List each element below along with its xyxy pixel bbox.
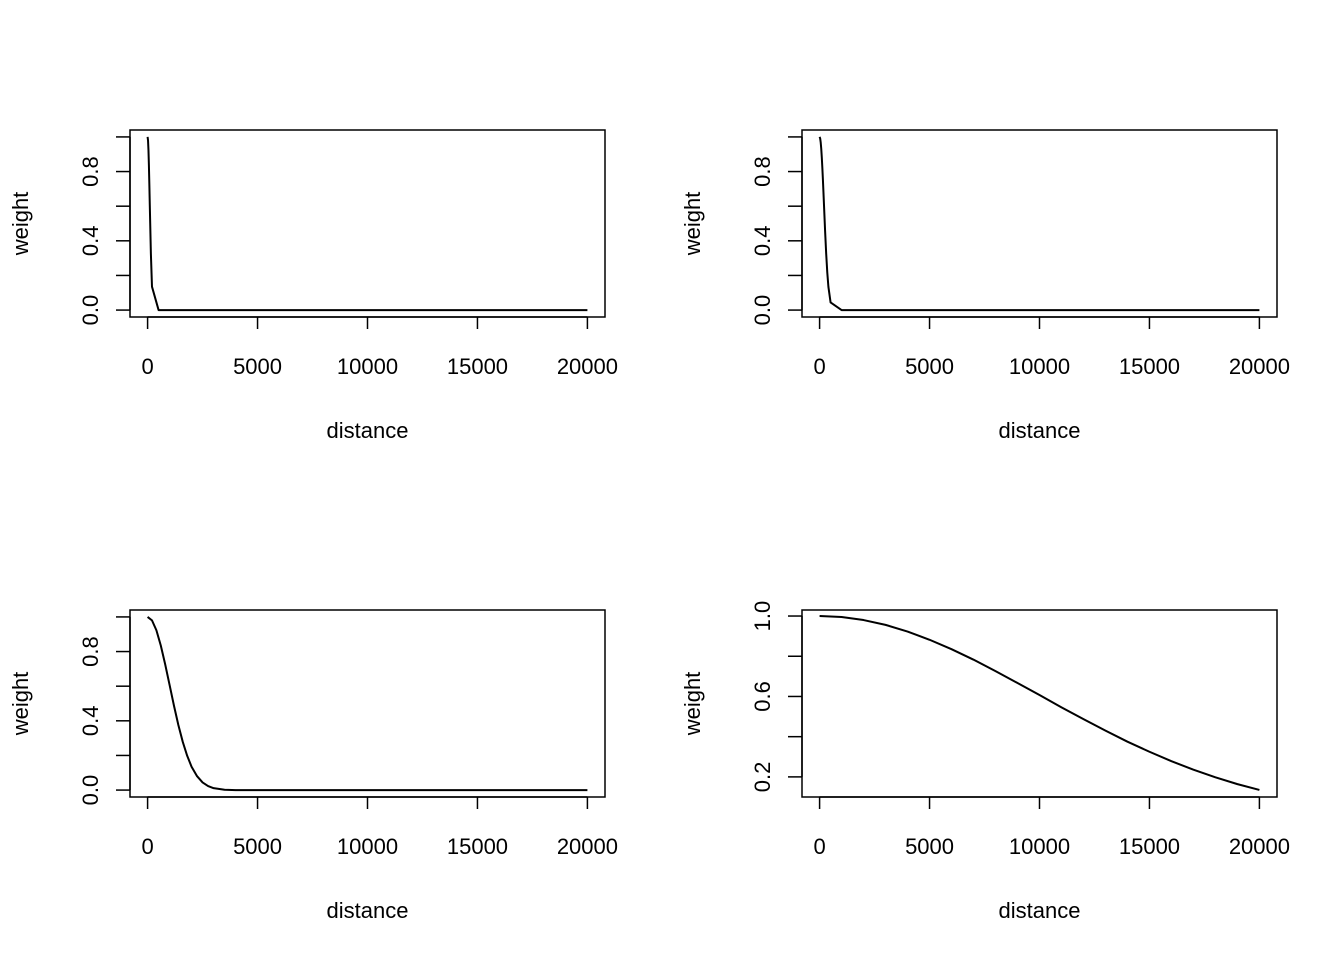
x-axis-title: distance <box>999 418 1081 443</box>
x-tick-label: 20000 <box>557 834 618 859</box>
x-axis-title: distance <box>327 898 409 923</box>
x-tick-label: 15000 <box>1119 354 1180 379</box>
plot-panel-4: 0 5000 10000 15000 20000 0.2 0.6 1.0 distance wei… <box>680 601 1290 923</box>
y-tick-label: 1.0 <box>750 601 775 632</box>
y-tick-label: 0.4 <box>78 706 103 737</box>
plot-frame <box>129 129 606 318</box>
x-tick-label: 20000 <box>557 354 618 379</box>
y-tick-label: 0.8 <box>750 156 775 187</box>
x-tick-label: 5000 <box>233 354 282 379</box>
y-axis-title: weight <box>680 192 705 257</box>
x-tick-label: 5000 <box>905 354 954 379</box>
series-line-1 <box>146 616 588 792</box>
y-tick-label: 0.0 <box>78 775 103 806</box>
x-tick-label: 10000 <box>1009 834 1070 859</box>
y-tick-label: 0.0 <box>78 295 103 326</box>
plot-frame <box>801 129 1278 318</box>
x-tick-label: 10000 <box>1009 354 1070 379</box>
x-tick-label: 20000 <box>1229 834 1290 859</box>
plot-panel-3: 0 5000 10000 15000 20000 0.0 0.4 0.8 distance wei… <box>8 609 618 923</box>
plot-frame <box>129 609 606 798</box>
x-axis-title: distance <box>327 418 409 443</box>
y-tick-label: 0.8 <box>78 156 103 187</box>
y-axis-title: weight <box>8 192 33 257</box>
y-tick-label: 0.4 <box>78 226 103 257</box>
x-tick-label: 15000 <box>1119 834 1180 859</box>
y-tick-label: 0.4 <box>750 226 775 257</box>
plot-panel-2: 0 5000 10000 15000 20000 0.0 0.4 0.8 distance wei… <box>680 129 1290 443</box>
plot-panel-1: 0 5000 10000 15000 20000 0.0 0.4 0.8 distance wei… <box>8 129 618 443</box>
x-tick-label: 0 <box>141 834 153 859</box>
plot-frame <box>801 609 1278 798</box>
x-axis-title: distance <box>999 898 1081 923</box>
x-tick-label: 0 <box>141 354 153 379</box>
x-tick-label: 20000 <box>1229 354 1290 379</box>
x-tick-label: 5000 <box>905 834 954 859</box>
x-tick-label: 0 <box>813 834 825 859</box>
x-tick-label: 15000 <box>447 834 508 859</box>
x-tick-label: 10000 <box>337 354 398 379</box>
y-tick-label: 0.8 <box>78 636 103 667</box>
x-tick-label: 15000 <box>447 354 508 379</box>
series-line-1 <box>818 136 1260 312</box>
y-tick-label: 0.2 <box>750 762 775 793</box>
y-tick-label: 0.6 <box>750 681 775 712</box>
series-line-1 <box>146 136 588 312</box>
y-axis-title: weight <box>680 672 705 737</box>
x-tick-label: 5000 <box>233 834 282 859</box>
y-tick-label: 0.0 <box>750 295 775 326</box>
series-line-1 <box>819 615 1260 791</box>
y-axis-title: weight <box>8 672 33 737</box>
x-tick-label: 0 <box>813 354 825 379</box>
x-tick-label: 10000 <box>337 834 398 859</box>
